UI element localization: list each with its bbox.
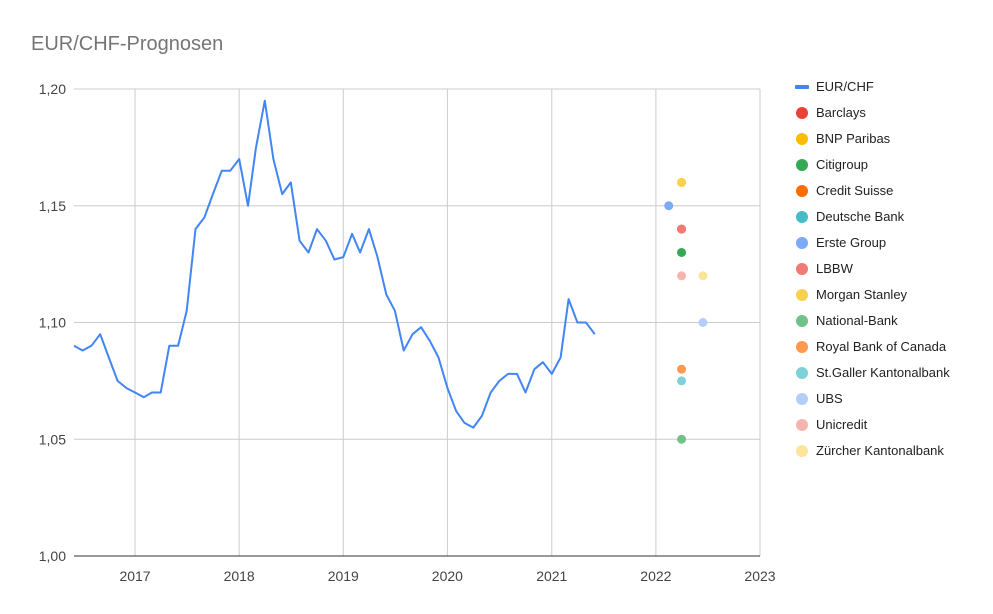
forecast-point-morgan-stanley xyxy=(677,177,687,187)
legend-label: Barclays xyxy=(816,105,866,120)
forecast-point-national-bank xyxy=(677,434,687,444)
legend-label: LBBW xyxy=(816,261,853,276)
legend-label: Morgan Stanley xyxy=(816,287,908,302)
legend-item-deutsche-bank: Deutsche Bank xyxy=(795,206,993,232)
forecast-point-lbbw xyxy=(677,224,687,234)
legend-label: UBS xyxy=(816,391,843,406)
chart-title: EUR/CHF-Prognosen xyxy=(31,33,224,55)
legend-swatch xyxy=(796,289,808,301)
legend-item-citigroup: Citigroup xyxy=(795,154,993,180)
vertical-gridlines xyxy=(134,89,761,556)
x-tick-label: 2022 xyxy=(640,568,671,584)
eurchf-line xyxy=(73,99,596,429)
legend-label: Zürcher Kantonalbank xyxy=(816,443,944,458)
legend-item-st-galler-kantonalbank: St.Galler Kantonalbank xyxy=(795,362,993,388)
legend-item-national-bank: National-Bank xyxy=(795,310,993,336)
chart-legend: EUR/CHF Barclays BNP Paribas Citigroup Cred… xyxy=(795,76,993,466)
legend-label: Citigroup xyxy=(816,157,869,172)
legend-swatch xyxy=(796,315,808,327)
x-axis-tick-labels: 2017 2018 2019 2020 2021 2022 2023 xyxy=(119,568,775,584)
x-tick-label: 2023 xyxy=(744,568,775,584)
x-tick-label: 2018 xyxy=(224,568,255,584)
x-tick-label: 2017 xyxy=(119,568,150,584)
y-axis-tick-labels: 1,00 1,05 1,10 1,15 1,20 xyxy=(39,81,66,564)
legend-swatch xyxy=(796,263,808,275)
y-tick-label: 1,10 xyxy=(39,315,66,331)
forecast-points xyxy=(664,177,708,444)
legend-item-erste-group: Erste Group xyxy=(795,232,993,258)
legend-swatch xyxy=(796,445,808,457)
legend-item-royal-bank-of-canada: Royal Bank of Canada xyxy=(795,336,993,362)
legend-item-bnp-paribas: BNP Paribas xyxy=(795,128,993,154)
legend-swatch xyxy=(795,85,809,89)
legend-label: Erste Group xyxy=(816,235,887,250)
forecast-point-ubs xyxy=(698,318,708,327)
horizontal-gridlines xyxy=(74,88,760,440)
legend-label: Royal Bank of Canada xyxy=(816,339,947,354)
legend-swatch xyxy=(796,393,808,405)
legend-item-barclays: Barclays xyxy=(795,102,993,128)
legend-label: EUR/CHF xyxy=(816,79,874,94)
legend-swatch xyxy=(796,237,808,249)
legend-label: Deutsche Bank xyxy=(816,209,905,224)
y-tick-label: 1,15 xyxy=(39,198,66,214)
legend-item-ubs: UBS xyxy=(795,388,993,414)
legend-swatch xyxy=(796,367,808,379)
legend-label: BNP Paribas xyxy=(816,131,891,146)
legend-item-morgan-stanley: Morgan Stanley xyxy=(795,284,993,310)
x-tick-label: 2019 xyxy=(328,568,359,584)
legend-label: St.Galler Kantonalbank xyxy=(816,365,950,380)
legend-item-lbbw: LBBW xyxy=(795,258,993,284)
x-tick-label: 2021 xyxy=(536,568,567,584)
legend-item-credit-suisse: Credit Suisse xyxy=(795,180,993,206)
legend-swatch xyxy=(796,133,808,145)
legend-item-unicredit: Unicredit xyxy=(795,414,993,440)
legend-label: National-Bank xyxy=(816,313,898,328)
forecast-point-st-galler-kantonalbank xyxy=(677,376,687,386)
x-tick-label: 2020 xyxy=(432,568,463,584)
forecast-point-citigroup xyxy=(677,247,687,257)
eurchf-series xyxy=(73,99,596,429)
legend-label: Credit Suisse xyxy=(816,183,894,198)
legend-swatch xyxy=(796,107,808,119)
legend-item-z-rcher-kantonalbank: Zürcher Kantonalbank xyxy=(795,440,993,466)
forecast-point-erste-group xyxy=(664,201,674,211)
legend-label: Unicredit xyxy=(816,417,868,432)
y-tick-label: 1,20 xyxy=(39,81,66,97)
legend-swatch xyxy=(796,419,808,431)
y-tick-label: 1,05 xyxy=(39,431,66,447)
forecast-point-royal-bank-of-canada xyxy=(677,364,687,374)
legend-item-eurchf: EUR/CHF xyxy=(795,76,993,102)
legend-swatch xyxy=(796,185,808,197)
y-tick-label: 1,00 xyxy=(39,548,66,564)
forecast-point-z-rcher-kantonalbank xyxy=(698,271,708,281)
legend-swatch xyxy=(796,159,808,171)
legend-swatch xyxy=(796,211,808,223)
forecast-point-unicredit xyxy=(677,271,687,281)
legend-swatch xyxy=(796,341,808,353)
